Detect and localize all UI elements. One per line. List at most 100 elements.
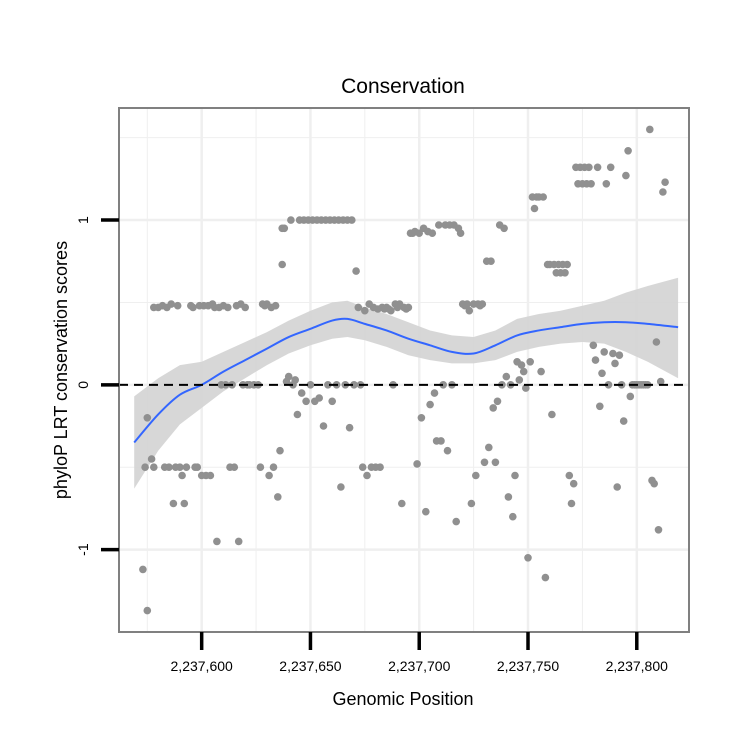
data-point: [646, 125, 654, 134]
data-point: [656, 377, 665, 386]
data-point: [596, 402, 604, 411]
data-point: [284, 372, 293, 381]
data-point: [563, 260, 571, 269]
data-point: [234, 537, 243, 546]
data-point: [143, 414, 152, 422]
data-point: [265, 471, 273, 480]
data-point: [613, 483, 621, 491]
data-point: [530, 204, 539, 213]
data-point: [537, 367, 545, 376]
data-point: [591, 356, 600, 364]
data-point: [569, 479, 578, 488]
data-point: [519, 367, 528, 376]
data-point: [337, 483, 345, 491]
y-tick-label: 1: [75, 216, 91, 224]
plot-frame: [118, 107, 690, 633]
data-point: [524, 554, 532, 562]
data-point: [565, 471, 574, 480]
data-point: [352, 267, 360, 275]
data-point: [415, 229, 424, 237]
data-point: [435, 221, 443, 229]
data-point: [480, 458, 489, 467]
y-axis-label: phyloP LRT conservation scores: [51, 241, 71, 499]
y-axis: -1 0 1: [75, 216, 119, 556]
data-point: [269, 463, 278, 472]
data-point: [526, 358, 534, 366]
data-point: [150, 463, 158, 472]
data-point: [606, 163, 615, 172]
data-point: [189, 303, 197, 312]
data-point: [522, 384, 530, 392]
data-point: [467, 499, 476, 508]
data-point: [165, 463, 173, 472]
data-point: [539, 193, 547, 201]
data-point: [348, 216, 356, 224]
x-axis: 2,237,600 2,237,650 2,237,700 2,237,750 2,23…: [171, 632, 668, 674]
data-point: [589, 341, 598, 350]
data-point: [500, 224, 508, 233]
data-point: [213, 537, 221, 546]
data-point: [443, 446, 452, 455]
data-point: [387, 306, 395, 315]
data-point: [176, 463, 184, 472]
data-point: [328, 397, 337, 406]
x-axis-label: Genomic Position: [332, 689, 473, 709]
data-point: [306, 381, 315, 389]
data-point: [417, 414, 426, 422]
data-point: [422, 507, 430, 516]
x-tick-label: 2,237,800: [606, 658, 668, 674]
data-point: [487, 257, 495, 266]
data-point: [593, 163, 602, 172]
data-point: [541, 573, 550, 582]
data-point: [141, 463, 149, 472]
data-point: [615, 351, 624, 360]
data-point: [652, 338, 661, 346]
data-point: [278, 260, 287, 269]
data-point: [224, 303, 232, 312]
data-point: [452, 517, 461, 526]
data-point: [548, 410, 556, 419]
data-point: [439, 381, 448, 389]
data-point: [602, 180, 611, 188]
data-point: [291, 376, 300, 384]
data-point: [502, 372, 511, 381]
data-point: [297, 389, 306, 397]
data-point: [241, 303, 249, 312]
data-point: [609, 349, 617, 358]
x-tick-label: 2,237,750: [497, 658, 559, 674]
data-point: [354, 303, 363, 312]
chart-title: Conservation: [341, 75, 465, 98]
data-point: [430, 389, 439, 397]
data-point: [324, 381, 332, 389]
data-point: [139, 565, 147, 574]
data-point: [585, 163, 593, 172]
data-point: [626, 392, 635, 401]
y-tick-label: -1: [75, 543, 91, 556]
data-point: [358, 463, 367, 472]
data-point: [478, 300, 487, 308]
data-point: [622, 171, 630, 180]
data-point: [491, 458, 500, 467]
data-point: [489, 404, 498, 412]
data-point: [413, 460, 421, 468]
data-point: [363, 471, 371, 480]
data-point: [504, 493, 513, 501]
data-point: [654, 526, 663, 534]
data-point: [173, 301, 182, 310]
data-point: [561, 269, 569, 277]
data-point: [515, 376, 524, 384]
data-point: [376, 463, 384, 472]
data-point: [169, 499, 178, 508]
data-point: [567, 499, 576, 508]
data-point: [619, 417, 628, 425]
data-point: [517, 361, 526, 369]
smooth-line: [133, 317, 679, 444]
data-point: [230, 463, 239, 472]
data-point: [485, 443, 493, 452]
data-point: [661, 178, 669, 186]
data-point: [465, 306, 474, 315]
data-point: [350, 381, 358, 389]
data-point: [319, 422, 328, 430]
data-point: [587, 180, 595, 188]
y-tick-label: 0: [75, 381, 91, 389]
